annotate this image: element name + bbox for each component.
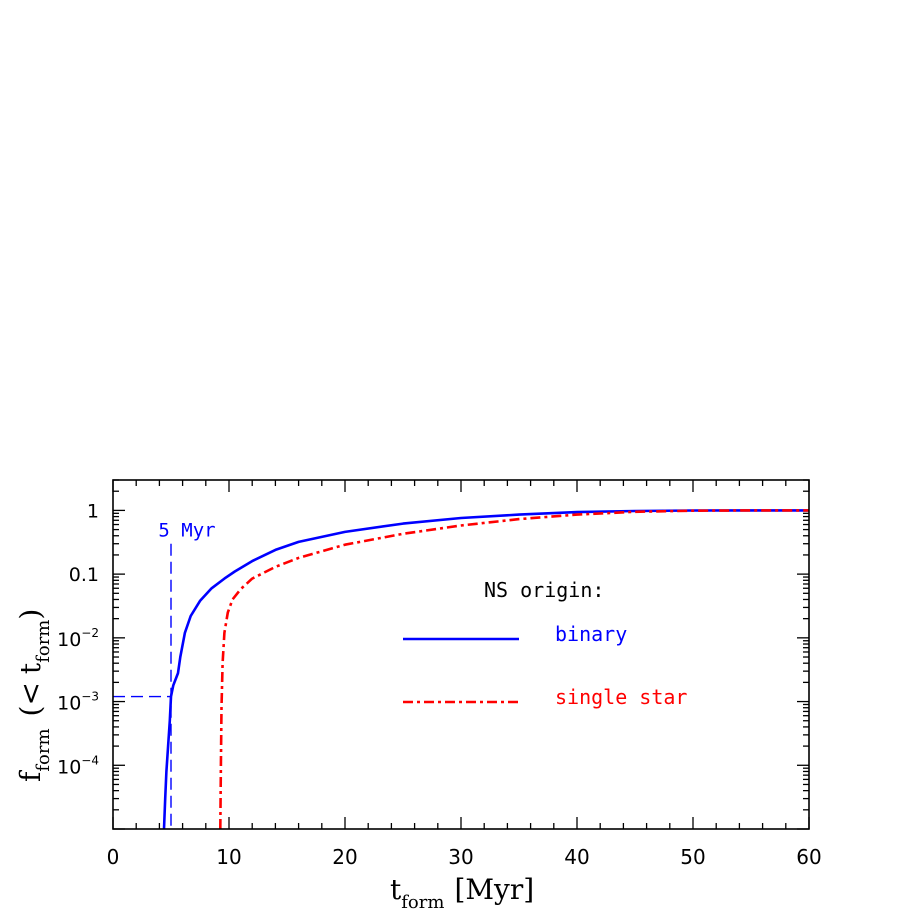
plot-frame bbox=[112, 479, 810, 830]
x-axis-label: tform [Myr] bbox=[390, 873, 534, 913]
axis-ticks bbox=[112, 479, 810, 830]
annotation-label-5-myr: 5 Myr bbox=[158, 520, 215, 542]
legend: NS origin: binary single star bbox=[403, 578, 687, 709]
data-series bbox=[162, 509, 809, 830]
y-tick-label: 1 bbox=[87, 500, 99, 522]
series-line-binary bbox=[162, 509, 809, 830]
legend-label-binary: binary bbox=[555, 622, 627, 646]
x-tick-label: 10 bbox=[216, 845, 241, 869]
series-line-single-star bbox=[219, 509, 809, 830]
y-axis-label: fform(<tform) bbox=[14, 609, 54, 782]
tick-labels: 0 10 20 30 40 50 60 1 0.1 10−2 10−3 10−4 bbox=[57, 500, 822, 869]
legend-label-single-star: single star bbox=[555, 685, 687, 709]
legend-title: NS origin: bbox=[484, 578, 604, 602]
annotation-5-myr-guides bbox=[113, 543, 172, 829]
x-tick-label: 20 bbox=[332, 845, 357, 869]
x-tick-label: 50 bbox=[680, 845, 705, 869]
x-tick-label: 30 bbox=[448, 845, 473, 869]
x-tick-label: 0 bbox=[107, 845, 120, 869]
y-tick-label: 10−4 bbox=[57, 753, 99, 778]
x-tick-label: 60 bbox=[796, 845, 821, 869]
y-tick-label: 10−3 bbox=[57, 690, 99, 715]
y-tick-label: 10−2 bbox=[57, 626, 99, 651]
x-tick-label: 40 bbox=[564, 845, 589, 869]
y-tick-label: 0.1 bbox=[69, 564, 99, 586]
